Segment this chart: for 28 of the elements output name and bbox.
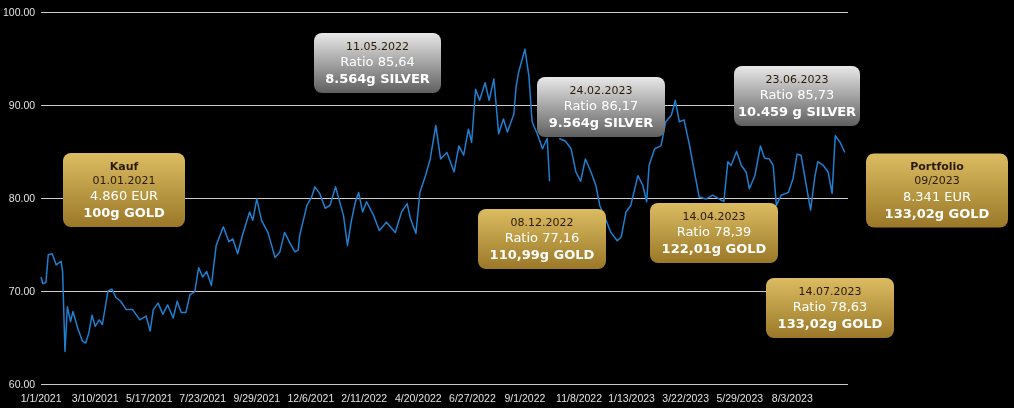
- annotation: 24.02.2023 Ratio 86,17 9.564g SILVER: [548, 83, 654, 130]
- y-tick-label: 90.00: [8, 99, 36, 111]
- x-tick-label: 3/10/2021: [71, 391, 119, 404]
- annotation: 11.05.2022 Ratio 85,64 8.564g SILVER: [325, 39, 430, 86]
- x-tick-label: 6/27/2022: [449, 391, 496, 404]
- x-tick-label: 12/6/2021: [287, 391, 335, 404]
- x-tick-label: 5/17/2021: [125, 391, 173, 404]
- x-tick-label: 7/23/2021: [179, 391, 227, 404]
- annotation: 08.12.2022 Ratio 77,16 110,99g GOLD: [489, 215, 595, 262]
- x-tick-label: 9/29/2021: [233, 391, 281, 404]
- y-tick-label: 60.00: [8, 378, 36, 390]
- annotation: 14.07.2023 Ratio 78,63 133,02g GOLD: [777, 284, 883, 331]
- annotation: 14.04.2023 Ratio 78,39 122,01g GOLD: [661, 209, 767, 256]
- y-tick-label: 80.00: [8, 192, 36, 204]
- x-tick-label: 2/11/2022: [341, 391, 388, 404]
- x-tick-label: 8/3/2023: [771, 391, 813, 404]
- annotation: 23.06.2023 Ratio 85,73 10.459 g SILVER: [737, 72, 857, 119]
- x-tick-label: 1/1/2021: [20, 391, 62, 404]
- x-tick-label: 4/20/2022: [394, 391, 442, 404]
- annotation: Kauf 01.01.2021 4.860 EUR 100g GOLD: [83, 159, 166, 220]
- x-tick-label: 11/8/2022: [556, 391, 603, 404]
- text: Portfolio 09/2023 8.341 EUR 133,02g GOLD: [884, 160, 990, 221]
- x-tick-label: 5/29/2023: [716, 391, 764, 404]
- x-tick-label: 1/13/2023: [608, 391, 656, 404]
- x-tick-label: 9/1/2022: [504, 391, 546, 404]
- y-tick-label: 70.00: [8, 285, 36, 297]
- x-tick-label: 3/22/2023: [662, 391, 710, 404]
- y-tick-label: 100.00: [2, 6, 36, 18]
